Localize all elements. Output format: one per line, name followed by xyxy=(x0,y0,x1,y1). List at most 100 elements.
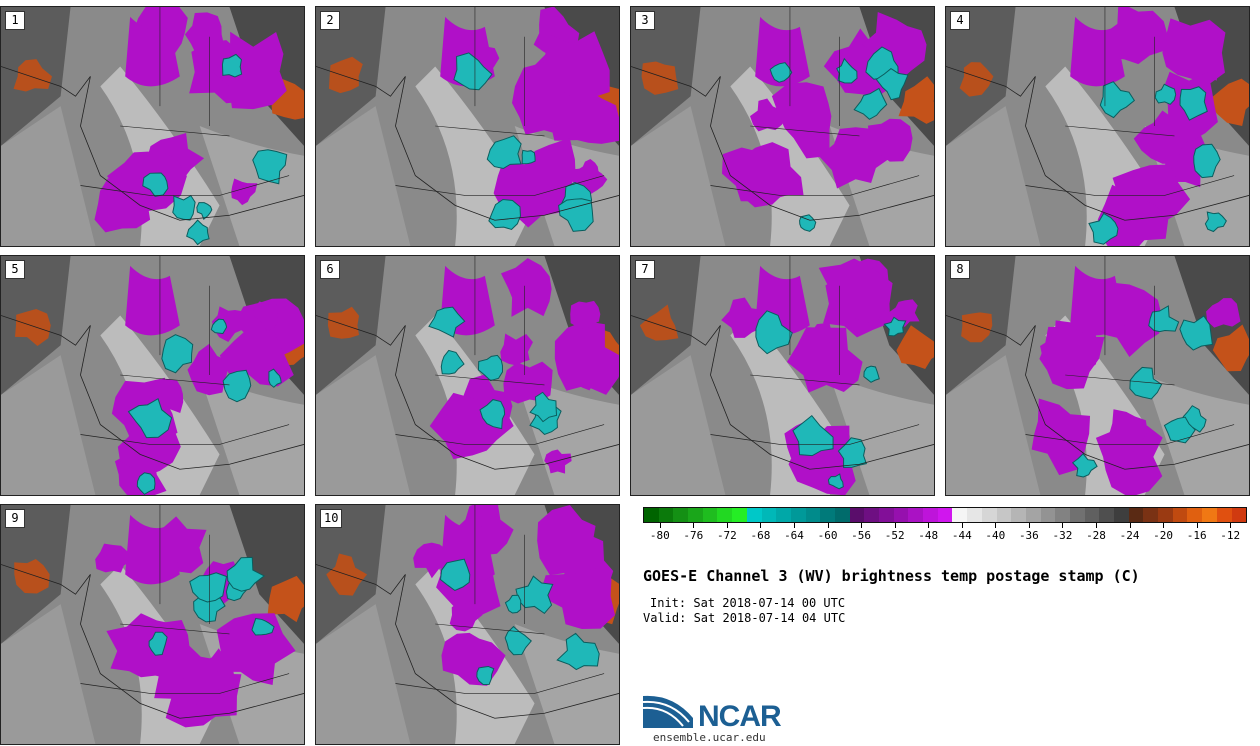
colorbar-segment xyxy=(717,508,733,522)
panel-number: 1 xyxy=(5,11,25,30)
map-panel-3: 3 xyxy=(630,6,935,247)
panel-number: 8 xyxy=(950,260,970,279)
colorbar-segment xyxy=(1084,508,1100,522)
map-panel-1: 1 xyxy=(0,6,305,247)
ncar-logo-text: NCAR xyxy=(698,700,782,733)
colorbar-segment xyxy=(688,508,703,522)
panel-number: 6 xyxy=(320,260,340,279)
colorbar-segment xyxy=(1216,508,1232,522)
panel-number: 9 xyxy=(5,509,25,528)
colorbar-tick-label: -36 xyxy=(1018,529,1039,542)
colorbar-tick-label: -56 xyxy=(851,529,872,542)
colorbar-tick-label: -68 xyxy=(750,529,771,542)
colorbar-tick xyxy=(827,523,829,528)
valid-time: Valid: Sat 2018-07-14 04 UTC xyxy=(643,611,846,625)
colorbar-tick xyxy=(1230,523,1232,528)
colorbar-tick xyxy=(995,523,997,528)
colorbar-segment xyxy=(908,508,924,522)
colorbar-tick xyxy=(1129,523,1131,528)
colorbar-tick-label: -28 xyxy=(1086,529,1106,542)
colorbar-tick-label: -16 xyxy=(1186,529,1207,542)
map-panel-6: 6 xyxy=(315,255,620,496)
colorbar-tick-label: -80 xyxy=(649,529,670,542)
colorbar-tick-label: -32 xyxy=(1052,529,1073,542)
panel-number: 7 xyxy=(635,260,655,279)
colorbar-segment xyxy=(776,508,791,522)
map-panel-5: 5 xyxy=(0,255,305,496)
colorbar-tick-label: -60 xyxy=(817,529,838,542)
colorbar-segment xyxy=(644,508,659,522)
colorbar-segment xyxy=(1055,508,1070,522)
colorbar-tick xyxy=(726,523,728,528)
colorbar-segment xyxy=(1040,508,1056,522)
map-panel-8: 8 xyxy=(945,255,1250,496)
colorbar-segment xyxy=(893,508,909,522)
colorbar-tick-label: -24 xyxy=(1119,529,1140,542)
colorbar-tick xyxy=(1163,523,1165,528)
colorbar-segment xyxy=(820,508,835,522)
figure-title: GOES-E Channel 3 (WV) brightness temp po… xyxy=(643,567,1140,585)
colorbar-segment xyxy=(805,508,821,522)
colorbar-segment xyxy=(746,508,762,522)
colorbar-tick-label: -72 xyxy=(716,529,737,542)
colorbar-segment xyxy=(937,508,953,522)
panel-number: 4 xyxy=(950,11,970,30)
colorbar-tick xyxy=(894,523,896,528)
panel-number: 10 xyxy=(320,509,343,528)
colorbar-segment xyxy=(1231,508,1247,522)
colorbar-segment xyxy=(702,508,718,522)
colorbar-segment xyxy=(1025,508,1041,522)
colorbar-segment xyxy=(1069,508,1085,522)
colorbar-segment xyxy=(1158,508,1173,522)
colorbar-tick-label: -52 xyxy=(884,529,905,542)
colorbar-tick xyxy=(1096,523,1097,528)
colorbar-segment xyxy=(849,508,865,522)
colorbar-tick-label: -76 xyxy=(683,529,704,542)
colorbar-segment xyxy=(673,508,689,522)
colorbar-tick xyxy=(861,523,863,528)
colorbar-ticks: -80 -76 -72 -68 -64 -60 -56 -52 -48 -44 -40 -36 -32-… xyxy=(643,523,1247,545)
colorbar-tick xyxy=(659,523,661,528)
colorbar-segment xyxy=(1202,508,1217,522)
map-panel-4: 4 xyxy=(945,6,1250,247)
colorbar-tick-label: -64 xyxy=(784,529,804,542)
colorbar-segment xyxy=(879,508,894,522)
map-panel-2: 2 xyxy=(315,6,620,247)
colorbar-segment xyxy=(864,508,879,522)
colorbar-tick xyxy=(1062,523,1064,528)
colorbar-tick-label: -20 xyxy=(1153,529,1174,542)
colorbar-tick xyxy=(693,523,695,528)
ncar-logo xyxy=(643,695,693,728)
colorbar-segment xyxy=(952,508,968,522)
colorbar-tick xyxy=(928,523,930,528)
colorbar-segment xyxy=(790,508,806,522)
colorbar-segment xyxy=(658,508,674,522)
colorbar-tick xyxy=(1196,523,1198,528)
colorbar-segment xyxy=(967,508,982,522)
colorbar-segment xyxy=(761,508,777,522)
colorbar-segment xyxy=(981,508,997,522)
colorbar-segment xyxy=(996,508,1012,522)
panel-number: 5 xyxy=(5,260,25,279)
map-panel-7: 7 xyxy=(630,255,935,496)
colorbar-tick-label: -40 xyxy=(985,529,1006,542)
colorbar xyxy=(643,507,1247,523)
colorbar-segment xyxy=(1143,508,1159,522)
init-time: Init: Sat 2018-07-14 00 UTC xyxy=(650,596,846,610)
map-panel-9: 9 xyxy=(0,504,305,745)
colorbar-tick-label: -44 xyxy=(951,529,972,542)
colorbar-tick xyxy=(1028,523,1030,528)
colorbar-segment xyxy=(1187,508,1203,522)
colorbar-tick xyxy=(961,523,963,528)
colorbar-tick xyxy=(760,523,762,528)
panel-number: 3 xyxy=(635,11,655,30)
colorbar-tick xyxy=(794,523,795,528)
colorbar-segment xyxy=(834,508,850,522)
colorbar-tick-label: -48 xyxy=(918,529,939,542)
site-url: ensemble.ucar.edu xyxy=(653,731,766,744)
colorbar-segment xyxy=(1172,508,1188,522)
map-panel-10: 10 xyxy=(315,504,620,745)
colorbar-segment xyxy=(1128,508,1144,522)
colorbar-segment xyxy=(923,508,938,522)
panel-number: 2 xyxy=(320,11,340,30)
